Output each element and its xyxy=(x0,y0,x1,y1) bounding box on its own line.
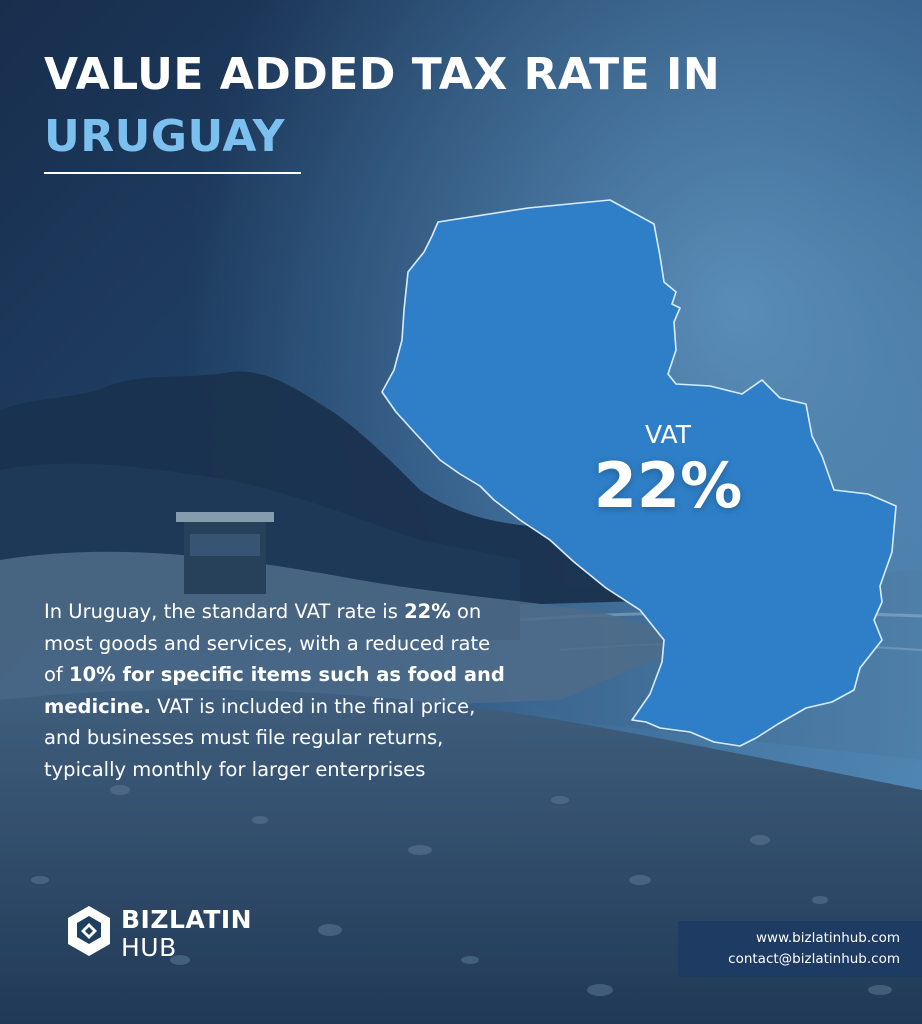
body-text-highlight: 22% xyxy=(404,600,451,623)
vat-description-paragraph: In Uruguay, the standard VAT rate is 22%… xyxy=(44,596,514,785)
vat-rate-value: 22% xyxy=(593,449,743,522)
logo-text-line-2: HUB xyxy=(121,933,177,962)
website-link[interactable]: www.bizlatinhub.com xyxy=(755,930,900,946)
country-map-outline xyxy=(381,199,897,747)
title-line-2-country: URUGUAY xyxy=(44,111,286,162)
body-text-run: VAT is included in the final price, and … xyxy=(44,694,476,781)
body-text-highlight: 10% for specific items such as food and … xyxy=(44,663,505,718)
bizlatinhub-hexagon-logo-icon xyxy=(68,906,110,956)
logo-text-line-1: BIZLATIN xyxy=(121,905,253,934)
email-link[interactable]: contact@bizlatinhub.com xyxy=(728,951,900,967)
body-text-run: In Uruguay, the standard VAT rate is xyxy=(44,600,405,623)
title-line-1: VALUE ADDED TAX RATE IN xyxy=(44,49,721,100)
bizlatinhub-logo: BIZLATIN HUB xyxy=(64,904,264,964)
vat-label: VAT xyxy=(645,420,691,449)
title-underline xyxy=(44,172,301,174)
contact-box: www.bizlatinhub.com contact@bizlatinhub.… xyxy=(678,921,922,977)
page-title: VALUE ADDED TAX RATE IN URUGUAY xyxy=(44,44,720,168)
body-text-run: on most goods and services, with a reduc… xyxy=(44,600,491,686)
